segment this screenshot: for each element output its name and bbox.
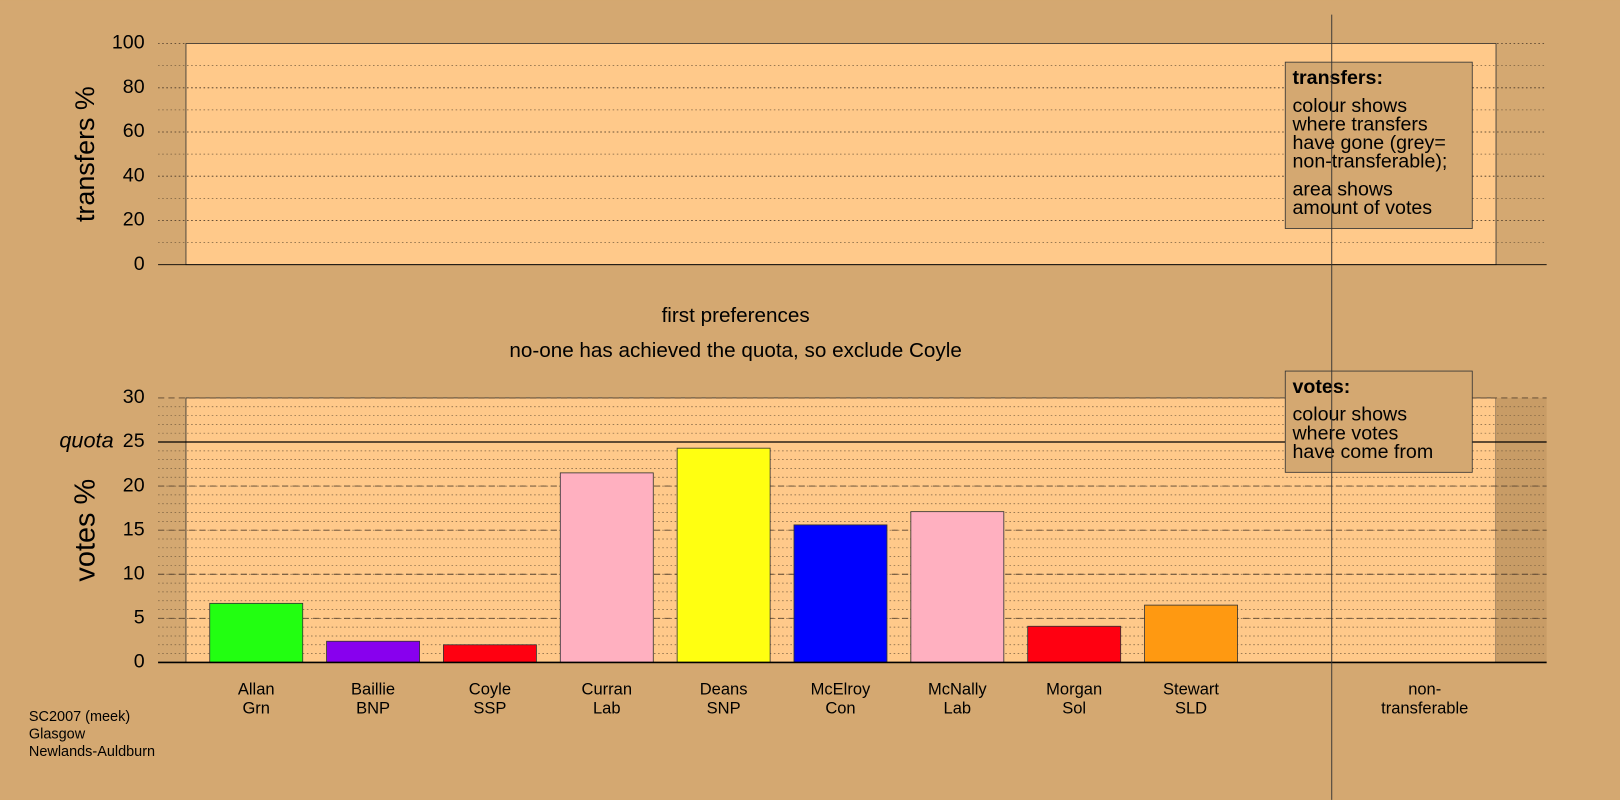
footer-text: SC2007 (meek) [29, 709, 130, 725]
bar [1144, 604, 1238, 663]
x-tick-label: Deans [700, 680, 748, 699]
bar [326, 640, 420, 663]
x-tick-label: SLD [1175, 698, 1207, 717]
x-tick-label: Coyle [469, 680, 511, 699]
bar [443, 644, 537, 663]
y-tick-label: 15 [123, 518, 145, 540]
x-tick-label: Lab [944, 698, 972, 717]
y-tick-label: 0 [134, 253, 145, 275]
legend-text: colour shows [1292, 95, 1407, 117]
x-tick-label: transferable [1381, 698, 1468, 717]
legend-box [1284, 61, 1473, 229]
y-tick-label: 60 [123, 120, 145, 142]
x-tick-label: Con [825, 698, 855, 717]
legend-box [1284, 370, 1473, 473]
bar [1027, 625, 1122, 663]
y-tick-label: 100 [112, 32, 145, 54]
x-tick-label: Baillie [351, 680, 395, 699]
footer-text: Newlands-Auldburn [29, 744, 155, 760]
x-tick-label: Lab [593, 698, 621, 717]
quota-label: quota [59, 428, 113, 453]
x-tick-label: McElroy [811, 680, 871, 699]
x-tick-label: Morgan [1046, 680, 1102, 699]
legend-text: have gone (grey= [1292, 132, 1445, 154]
y-tick-label: 5 [134, 607, 145, 629]
footer-text: Glasgow [29, 727, 86, 743]
legend-text: non-transferable); [1292, 151, 1447, 173]
legend-text: have come from [1292, 441, 1433, 463]
x-tick-label: BNP [356, 698, 390, 717]
x-tick-label: non- [1408, 680, 1441, 699]
legend-title: transfers: [1292, 67, 1383, 89]
legend-text: area shows [1292, 178, 1393, 200]
y-tick-label: 20 [123, 474, 145, 496]
bar [910, 511, 1005, 663]
legend-title: votes: [1292, 376, 1350, 398]
bar [559, 472, 654, 663]
x-tick-label: Sol [1062, 698, 1086, 717]
bar [793, 524, 888, 663]
bar [676, 447, 771, 663]
y-tick-label: 25 [123, 430, 145, 452]
y-tick-label: 80 [123, 76, 145, 98]
y-axis-label: votes % [69, 479, 101, 582]
x-tick-label: SNP [707, 698, 741, 717]
x-tick-label: McNally [928, 680, 987, 699]
x-tick-label: Stewart [1163, 680, 1219, 699]
y-tick-label: 30 [123, 386, 145, 408]
y-tick-label: 0 [134, 651, 145, 673]
y-tick-label: 20 [123, 209, 145, 231]
bar [209, 602, 304, 663]
y-axis-label: transfers % [70, 86, 100, 222]
legend-text: where transfers [1291, 113, 1427, 135]
y-tick-label: 40 [123, 164, 145, 186]
x-tick-label: Curran [582, 680, 632, 699]
legend-text: where votes [1291, 422, 1398, 444]
x-tick-label: Allan [238, 680, 275, 699]
legend-text: amount of votes [1292, 197, 1432, 219]
stage-title: first preferences [662, 304, 810, 327]
legend-text: colour shows [1292, 404, 1407, 426]
y-tick-label: 10 [123, 562, 145, 584]
x-tick-label: SSP [473, 698, 506, 717]
x-tick-label: Grn [242, 698, 270, 717]
stage-note: no-one has achieved the quota, so exclud… [509, 339, 961, 362]
